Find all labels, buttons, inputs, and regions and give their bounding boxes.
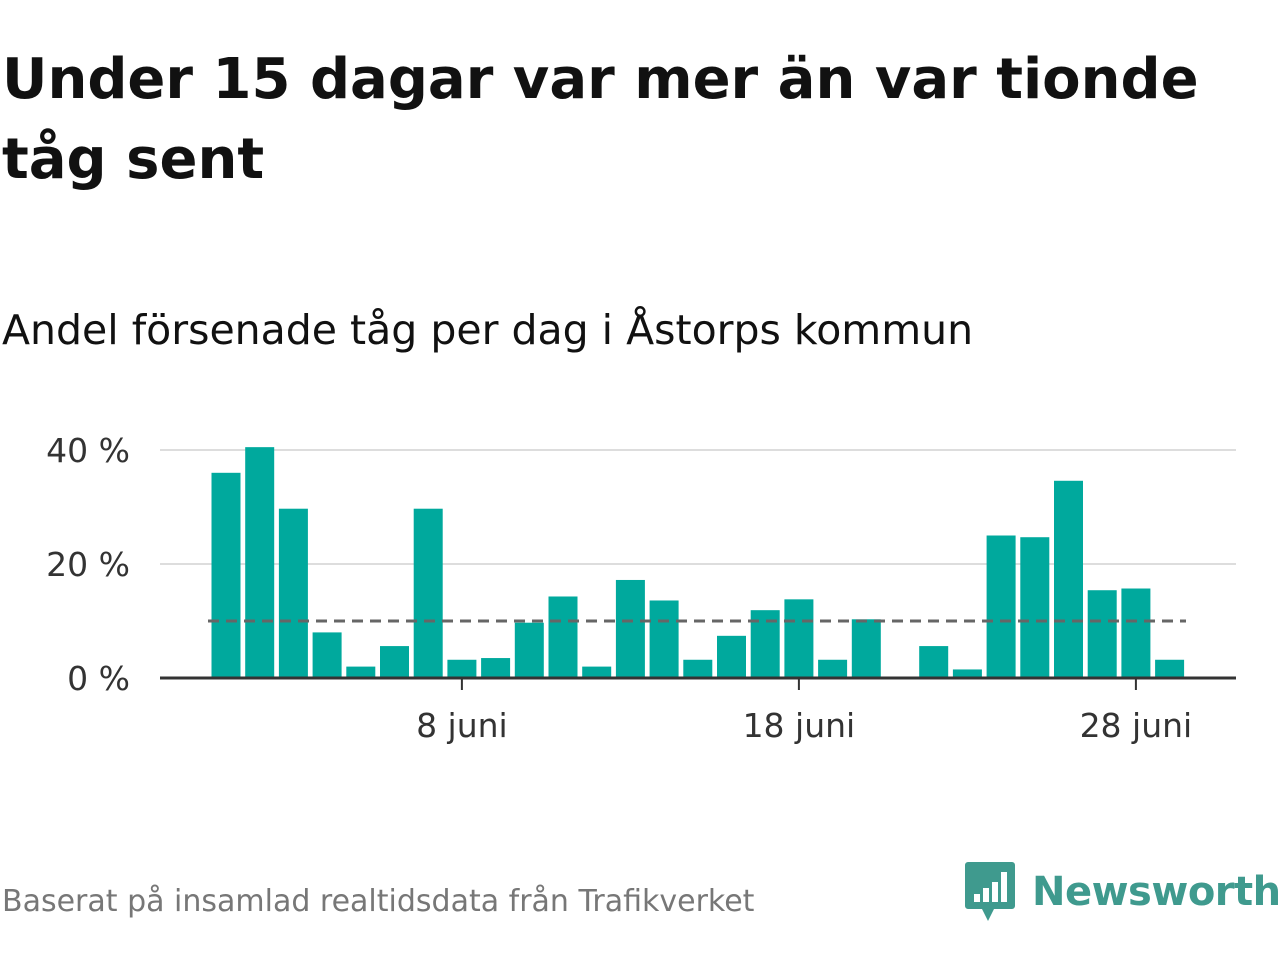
bar	[211, 472, 241, 678]
bar	[649, 600, 679, 678]
bar	[481, 658, 511, 678]
bar-chart-speech-bubble-icon	[965, 862, 1015, 921]
bar	[784, 599, 814, 678]
source-note: Baserat på insamlad realtidsdata från Tr…	[2, 884, 755, 919]
bar	[514, 622, 544, 678]
bar	[1020, 537, 1050, 678]
bar	[683, 659, 713, 678]
chart-title: Under 15 dagar var mer än var tionde tåg…	[2, 47, 1199, 192]
y-tick-label: 40 %	[46, 431, 130, 470]
bar	[413, 508, 443, 678]
bar	[986, 535, 1016, 678]
bar	[447, 659, 477, 678]
brand-name: Newsworthy	[1032, 869, 1280, 915]
bar	[312, 632, 342, 678]
bar	[346, 666, 376, 678]
bar	[548, 596, 578, 678]
bar	[1121, 588, 1151, 678]
bar	[245, 447, 275, 678]
bar	[851, 619, 881, 678]
y-tick-label: 20 %	[46, 545, 130, 584]
bar	[380, 646, 409, 678]
y-tick-label: 0 %	[67, 659, 130, 698]
bar	[717, 635, 746, 678]
bar	[1087, 590, 1117, 678]
x-tick-label: 28 juni	[1080, 706, 1193, 745]
bar	[582, 666, 612, 678]
brand-logo: Newsworthy	[964, 860, 1280, 924]
bar-chart: 0 % 20 % 40 % 8 juni 18 juni 28 juni	[46, 431, 1236, 745]
bar	[615, 579, 645, 678]
bar	[952, 669, 982, 678]
bar	[278, 508, 308, 678]
x-tick-label: 18 juni	[743, 706, 856, 745]
chart-subtitle: Andel försenade tåg per dag i Åstorps ko…	[2, 306, 974, 354]
bar	[818, 659, 848, 678]
bar	[1155, 659, 1185, 678]
bar	[919, 646, 949, 678]
x-tick-label: 8 juni	[416, 706, 508, 745]
bar	[1054, 480, 1083, 678]
axes: 0 % 20 % 40 % 8 juni 18 juni 28 juni	[46, 431, 1236, 745]
bars	[211, 447, 1185, 678]
